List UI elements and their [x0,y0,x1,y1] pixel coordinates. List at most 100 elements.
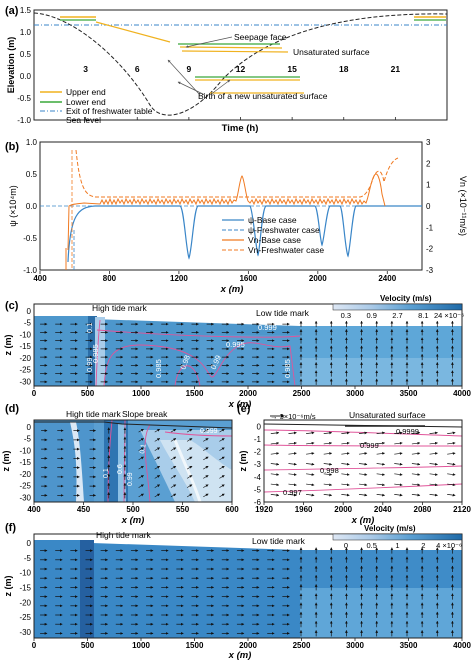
tick-label: 1500 [186,389,204,398]
colorbar-f: Velocity (m/s) 0 0.5 1 2 4 ×10⁻⁶ [332,524,463,550]
velocity-arrow [447,493,456,497]
c-contour-01: 0.1 [85,323,94,333]
tick-label: -10 [19,330,31,339]
tick-label: -20 [19,470,31,479]
velocity-arrow [154,456,161,461]
tick-label: 450 [77,505,91,514]
tick-label: 2400 [378,274,396,283]
tick-label: -25 [19,366,31,375]
velocity-arrow [394,431,403,435]
panel-d: (d) High tide mark Slope break 0.1 0.6 0… [1,403,239,526]
velocity-arrow [341,462,350,466]
velocity-arrow [186,438,193,442]
lower-end-lines [60,19,446,78]
tick-label: 4000 [453,389,471,398]
tick-label: 3000 [346,641,364,650]
panel-label-b: (b) [5,141,19,153]
f-high-tide-label: High tide mark [96,530,152,540]
velocity-arrow [154,447,161,451]
velocity-arrow [203,428,209,433]
axis-a-yticks: -1.0 -0.5 0.0 0.5 1.0 1.5 [17,6,31,125]
velocity-arrow [323,473,333,476]
tick-label: 800 [103,274,117,283]
tick-label: 400 [33,274,47,283]
tick-label: 0.5 [26,170,38,179]
velocity-arrow [288,431,297,435]
velocity-arrow [154,428,161,433]
tick-label: 18 [339,64,349,74]
velocity-arrow [394,483,403,487]
velocity-arrow [170,493,177,498]
axis-f-ylabel: z (m) [3,576,13,597]
tick-label: -2 [254,448,262,457]
c-low-tide-label: Low tide mark [256,308,310,318]
velocity-arrow [394,462,403,466]
axis-e-ylabel: z (m) [238,451,248,472]
colorbar-tick: 1 [395,541,399,550]
axis-a-xticks: 3 6 9 12 15 18 21 [83,64,400,120]
velocity-arrow [429,493,438,497]
axis-b-xticks: 400 800 1200 1600 2000 2400 [33,271,397,283]
velocity-arrow [170,447,177,451]
tick-label: -5 [254,485,262,494]
velocity-arrow [394,493,403,497]
axis-f-xlabel: x (m) [228,650,252,660]
tick-label: 1000 [132,389,150,398]
velocity-arrows-f [40,547,454,637]
velocity-arrow [170,475,177,479]
velocity-arrow [203,475,209,479]
d-contour-01a: 0.1 [103,468,110,478]
velocity-arrow [154,493,161,498]
velocity-arrow [288,452,297,455]
tick-label: 2000 [239,641,257,650]
tick-label: 2 [426,159,431,168]
velocity-arrow [186,428,193,433]
panel-label-c: (c) [5,300,19,312]
velocity-arrow [186,465,193,470]
tick-label: 1 [426,181,431,190]
tick-label: -30 [19,628,31,637]
velocity-arrow [138,428,144,433]
axis-e-xticks: 1920 1960 2000 2040 2080 2120 [255,502,471,514]
tick-label: -25 [19,613,31,622]
velocity-arrow [358,462,368,466]
velocity-arrow [341,441,350,445]
colorbar-c: Velocity (m/s) 0.3 0.9 2.7 8.1 24 ×10⁻⁶ [332,294,464,320]
tick-label: -20 [19,598,31,607]
panel-label-e: (e) [237,403,251,415]
velocity-arrow [306,441,315,445]
e-contour-0997: 0.997 [283,488,302,497]
tick-label: 21 [391,64,401,74]
velocity-arrow [376,452,385,455]
tick-label: 1.0 [26,138,38,147]
velocity-arrow [447,462,456,466]
axis-c-xlabel: x (m) [228,399,252,410]
velocity-arrow [288,462,297,466]
axis-d-ylabel: z (m) [1,451,11,472]
axis-c-xticks: 0 500 1000 1500 2000 2500 3000 3500 4000 [32,386,471,398]
colorbar-tick: 24 ×10⁻⁶ [434,311,464,320]
tick-label: -20 [19,354,31,363]
tick-label: 2000 [334,505,352,514]
velocity-arrow [447,441,456,445]
tick-label: 400 [27,505,41,514]
velocity-arrow [203,438,209,442]
tick-label: 6 [135,64,140,74]
velocity-arrow [288,483,297,487]
velocity-arrow [376,462,385,466]
panel-c: (c) High tide mark Low tide mark 0.999 0… [3,294,471,410]
velocity-arrow [170,456,177,461]
c-contour-0985a: 0.985 [91,344,100,363]
c-contour-0985c: 0.985 [283,359,292,378]
axis-d-yticks: 0 -5 -10 -15 -20 -25 -30 [19,423,31,502]
velocity-arrow [170,484,177,488]
velocity-arrow [411,493,421,497]
tick-label: -30 [19,493,31,502]
tick-label: 1960 [295,505,313,514]
tick-label: -10 [19,569,31,578]
tick-label: -1 [254,435,262,444]
velocity-arrow [358,431,368,435]
c-contour-0995: 0.995 [226,340,245,349]
axis-d-xlabel: x (m) [121,515,145,526]
axis-b-yticks: -1.0 -0.5 0.0 0.5 1.0 [23,138,37,275]
